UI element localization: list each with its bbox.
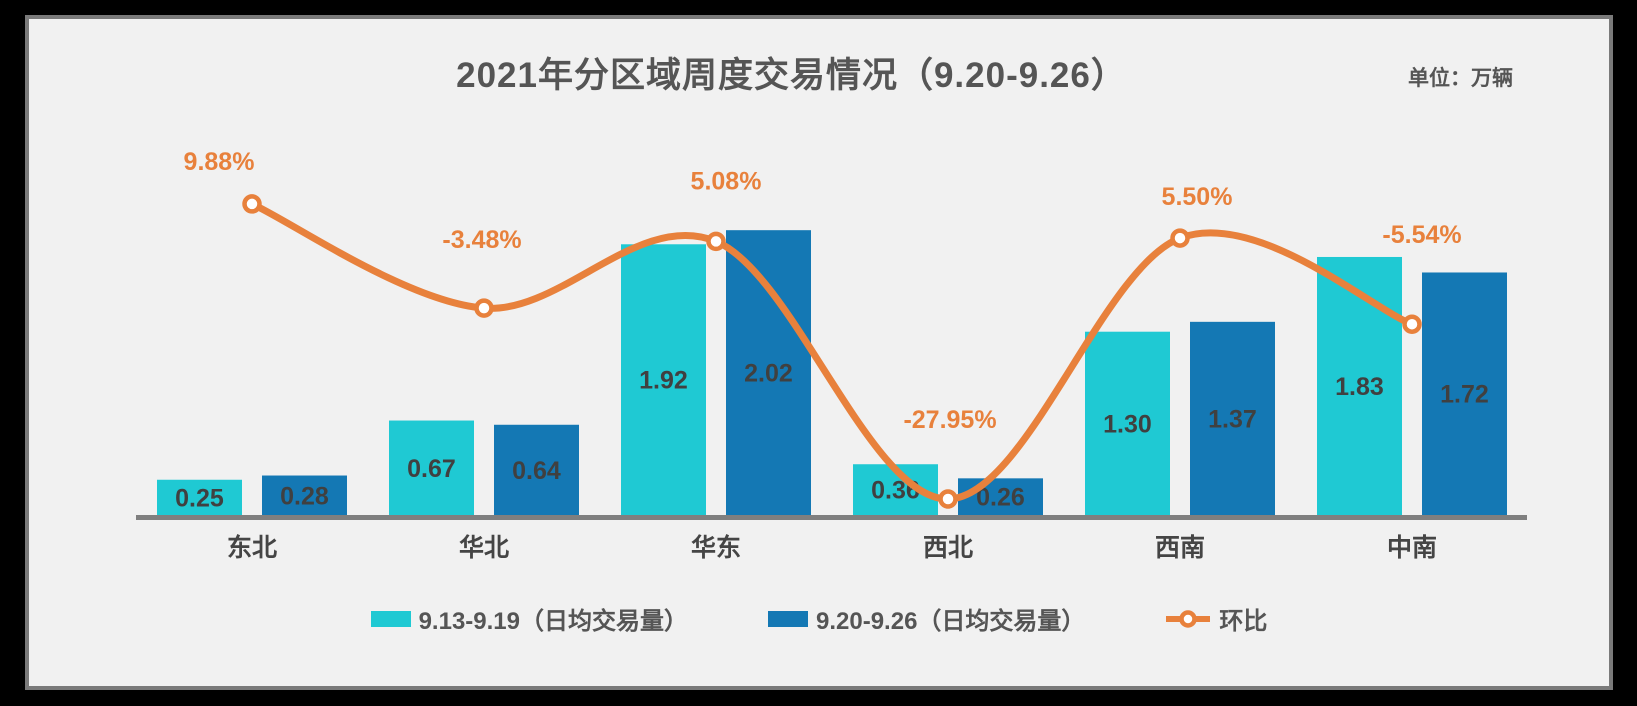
bar-value-label-s2-1: 0.64 (512, 457, 561, 485)
bar-value-label-s2-2: 2.02 (744, 360, 793, 388)
bar-s2-0 (262, 475, 347, 515)
bar-s1-2 (621, 244, 706, 515)
legend-label-week2: 9.20-9.26（日均交易量） (816, 608, 1086, 635)
line-marker-1 (474, 298, 494, 318)
bar-s1-5 (1317, 256, 1402, 515)
bar-value-label-s2-0: 0.28 (280, 482, 329, 510)
line-marker-0 (242, 194, 262, 214)
bar-value-label-s1-1: 0.67 (407, 455, 456, 483)
bar-value-label-s2-5: 1.72 (1440, 381, 1489, 409)
legend-swatch-blue (768, 610, 808, 627)
line-marker-3 (938, 489, 958, 509)
line-marker-4 (1170, 228, 1190, 248)
pct-label-4: 5.50% (1162, 183, 1233, 211)
pct-label-3: -27.95% (903, 406, 996, 434)
bar-value-label-s1-5: 1.83 (1335, 373, 1384, 401)
x-axis-line (136, 515, 1527, 520)
legend-label-week1: 9.13-9.19（日均交易量） (418, 608, 688, 635)
pct-label-0: 9.88% (184, 148, 255, 176)
chart-title: 2021年分区域周度交易情况（9.20-9.26） (456, 56, 1127, 95)
pct-label-1: -3.48% (442, 226, 521, 254)
bar-s2-3 (958, 478, 1043, 515)
bar-s1-1 (389, 420, 474, 515)
bar-value-label-s2-4: 1.37 (1208, 405, 1257, 433)
x-axis-label-0: 东北 (227, 533, 277, 562)
pct-label-5: -5.54% (1382, 221, 1461, 249)
line-marker-5 (1402, 314, 1422, 334)
legend-label-huanbi: 环比 (1219, 608, 1268, 635)
legend: 9.13-9.19（日均交易量） 9.20-9.26（日均交易量） 环比 (29, 601, 1609, 636)
x-axis-label-4: 西南 (1155, 534, 1205, 562)
bar-value-label-s1-2: 1.92 (639, 367, 688, 395)
bar-s1-4 (1085, 331, 1170, 515)
legend-item-week2: 9.20-9.26（日均交易量） (768, 601, 1085, 636)
bar-value-label-s2-3: 0.26 (976, 484, 1025, 512)
legend-item-week1: 9.13-9.19（日均交易量） (370, 601, 688, 636)
x-axis-label-3: 西北 (923, 534, 973, 562)
bar-value-label-s1-0: 0.25 (175, 484, 224, 512)
unit-label: 单位：万辆 (1408, 67, 1513, 90)
bar-s2-4 (1190, 321, 1275, 515)
bar-s2-5 (1422, 272, 1507, 515)
x-axis-label-1: 华北 (459, 533, 509, 562)
x-axis-label-2: 华东 (691, 533, 741, 562)
x-axis-label-5: 中南 (1387, 534, 1437, 562)
legend-line-marker-icon (1166, 609, 1211, 628)
bar-value-label-s1-4: 1.30 (1103, 410, 1152, 438)
combo-chart: 0.250.671.920.361.301.830.280.642.020.26… (136, 148, 1527, 562)
chart-panel: 2021年分区域周度交易情况（9.20-9.26） 单位：万辆 0.25 0.67… (25, 15, 1613, 690)
legend-swatch-cyan (370, 610, 411, 627)
line-marker-2 (706, 231, 726, 252)
legend-item-huanbi: 环比 (1165, 601, 1267, 636)
bar-s1-0 (157, 479, 242, 515)
pct-label-2: 5.08% (691, 167, 762, 195)
bar-s2-2 (726, 230, 811, 515)
bar-s2-1 (494, 424, 579, 515)
